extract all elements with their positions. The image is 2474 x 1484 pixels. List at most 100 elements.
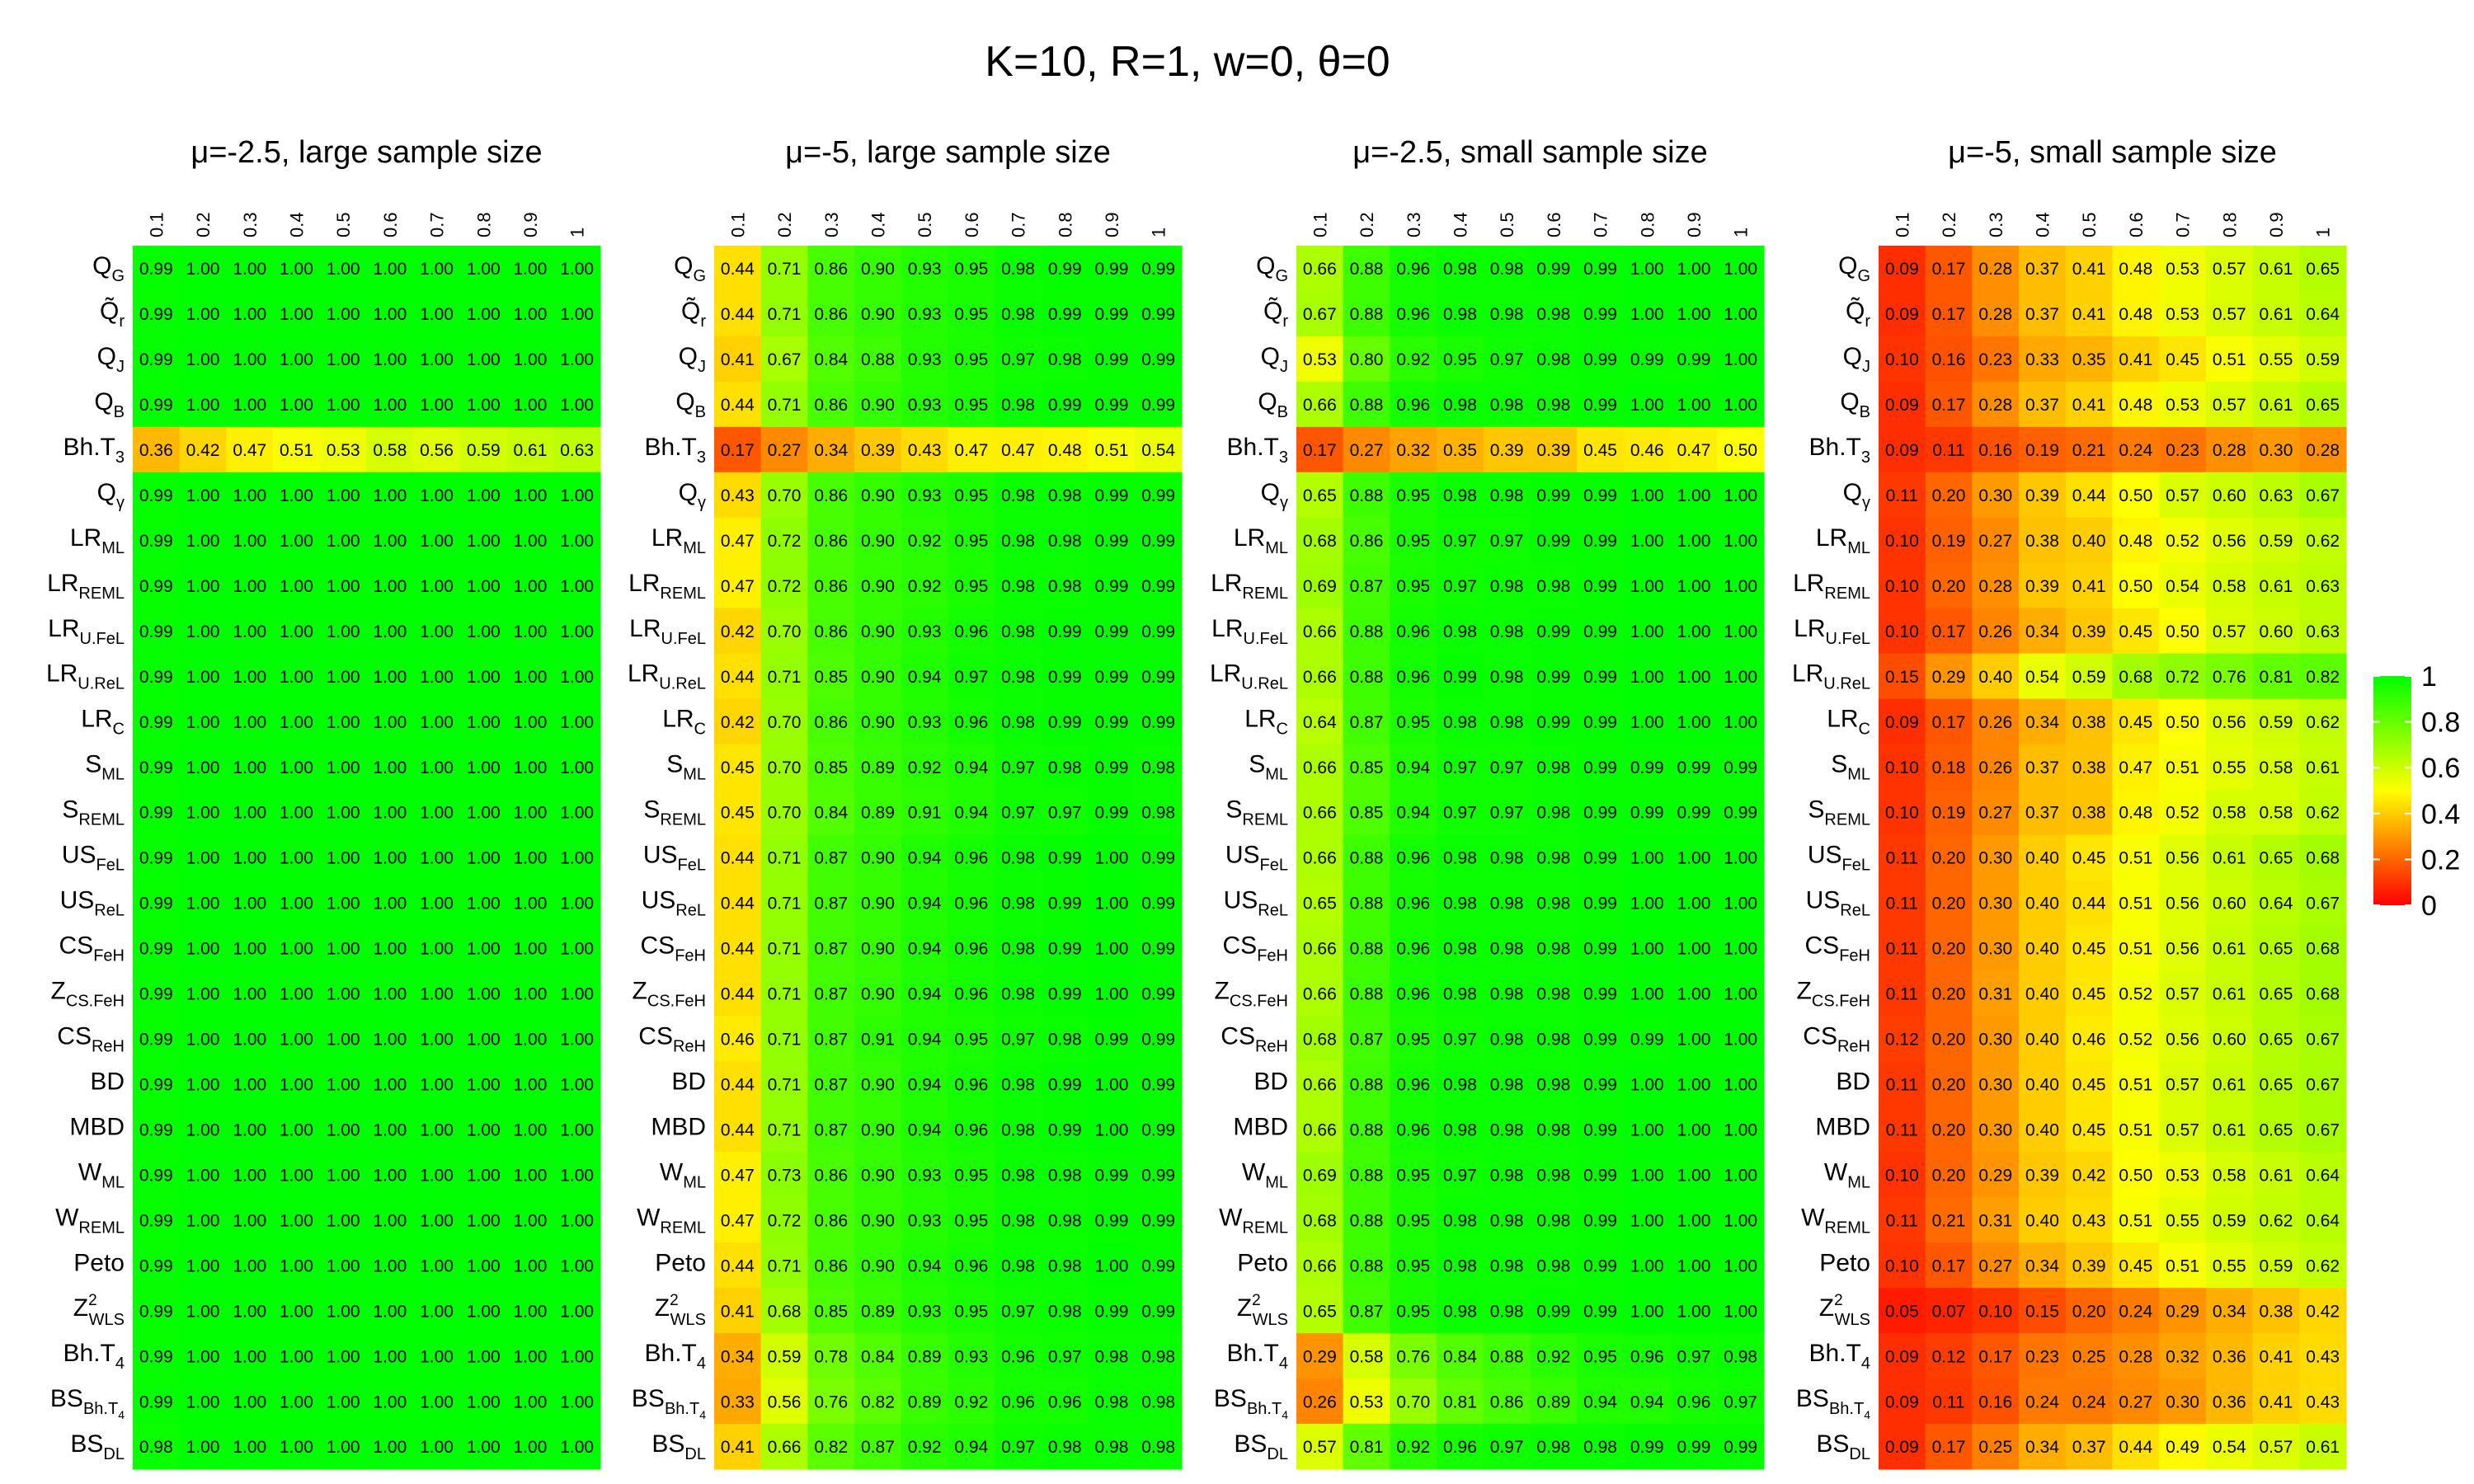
heatmap-cell [2205,517,2254,564]
heatmap-cell [1577,1197,1625,1243]
heatmap-cell [1879,698,1926,745]
heatmap-cell [273,1378,321,1425]
heatmap-cell [714,789,762,836]
cell-value-label: 0.10 [1885,622,1919,641]
heatmap-cell [995,336,1042,383]
heatmap-cell [714,698,762,745]
cell-value-label: 0.88 [1350,668,1384,687]
column-tick-label: 0.8 [1055,212,1075,237]
cell-value-label: 0.66 [1303,985,1337,1004]
cell-value-label: 0.87 [814,1120,848,1139]
heatmap-cell [133,698,181,745]
cell-value-label: 1.00 [233,985,266,1004]
heatmap-cell [1670,1061,1718,1107]
heatmap-cell [948,336,995,383]
cell-value-label: 0.99 [1583,1120,1617,1139]
cell-value-label: 0.98 [1490,486,1524,505]
cell-value-label: 0.10 [1885,758,1919,777]
cell-value-label: 0.65 [2306,396,2340,415]
heatmap-cell [1088,880,1136,927]
heatmap-cell [1483,472,1531,519]
cell-value-label: 0.90 [861,486,895,505]
column-tick-label: 0.7 [427,212,448,237]
cell-value-label: 0.98 [1001,260,1035,279]
heatmap-cell [995,1288,1042,1334]
cell-value-label: 0.40 [2025,985,2059,1004]
column-tick-label: 0.4 [868,212,888,237]
heatmap-cell [854,246,902,292]
cell-value-label: 1.00 [420,895,454,913]
row-label: QJ [679,343,706,376]
heatmap-cell [1041,744,1089,791]
heatmap-cell [1296,970,1344,1017]
heatmap-cell [1530,290,1578,337]
heatmap-cell [319,1288,368,1334]
heatmap-cell [1623,653,1672,700]
cell-value-label: 0.17 [721,441,755,460]
cell-value-label: 0.98 [1001,895,1035,913]
heatmap-cell [2159,426,2207,473]
cell-value-label: 0.56 [2166,1031,2199,1050]
heatmap-cell [2159,1197,2207,1243]
heatmap-cell [2019,925,2067,972]
heatmap-cell [506,880,554,927]
cell-value-label: 0.61 [2213,1076,2246,1095]
column-tick-label: 0.5 [915,212,935,237]
cell-value-label: 0.17 [1932,396,1966,415]
heatmap-cell [1343,517,1390,564]
heatmap-cell [1623,744,1672,791]
cell-value-label: 0.55 [2213,758,2246,777]
heatmap-cell [854,1197,902,1243]
cell-value-label: 0.66 [1303,396,1337,415]
heatmap-cell [2205,290,2254,337]
cell-value-label: 0.99 [1724,758,1757,777]
heatmap-cell [2065,1424,2114,1470]
heatmap-cell [1670,1378,1718,1425]
heatmap-cell [995,653,1042,700]
heatmap-cell [2065,653,2114,700]
heatmap-cell [1925,1016,1973,1062]
heatmap-cell [273,517,321,564]
heatmap-cell [1041,381,1089,428]
cell-value-label: 0.98 [1443,622,1477,641]
cell-value-label: 0.61 [2306,1438,2340,1457]
cell-value-label: 0.94 [908,1031,942,1050]
heatmap-cell [506,744,554,791]
heatmap-cell [366,381,414,428]
color-legend-bar [2373,676,2411,905]
heatmap-cell [1296,426,1344,473]
row-label: SREML [643,796,706,829]
cell-value-label: 1.00 [560,1166,594,1185]
cell-value-label: 1.00 [420,804,454,823]
cell-value-label: 0.71 [768,1031,802,1050]
cell-value-label: 1.00 [186,396,220,415]
row-label: Bh.T3 [1809,434,1870,467]
heatmap-cell [179,336,227,383]
heatmap-cell [714,472,762,519]
cell-value-label: 0.86 [814,486,848,505]
cell-value-label: 1.00 [467,622,501,641]
heatmap-cell [854,1152,902,1198]
heatmap-cell [807,517,855,564]
cell-value-label: 0.64 [2306,1166,2340,1185]
cell-value-label: 1.00 [186,804,220,823]
heatmap-cell [2065,290,2114,337]
cell-value-label: 0.99 [1583,758,1617,777]
cell-value-label: 0.59 [2213,1211,2246,1230]
heatmap-cell [1670,925,1718,972]
column-tick-label: 0.9 [1102,212,1122,237]
cell-value-label: 0.99 [1677,804,1711,823]
heatmap-cell [1879,653,1926,700]
heatmap-cell [1343,744,1390,791]
heatmap-cell [1135,1152,1183,1198]
column-tick-label: 0.1 [727,212,748,237]
cell-value-label: 0.15 [2025,1302,2059,1321]
heatmap-cell [995,517,1042,564]
cell-value-label: 0.96 [1001,1392,1035,1411]
cell-value-label: 0.37 [2072,1438,2106,1457]
cell-value-label: 0.98 [1536,1031,1570,1050]
heatmap-cell [1577,1152,1625,1198]
heatmap-cell [226,608,274,655]
heatmap-cell [459,698,508,745]
heatmap-cell [807,290,855,337]
